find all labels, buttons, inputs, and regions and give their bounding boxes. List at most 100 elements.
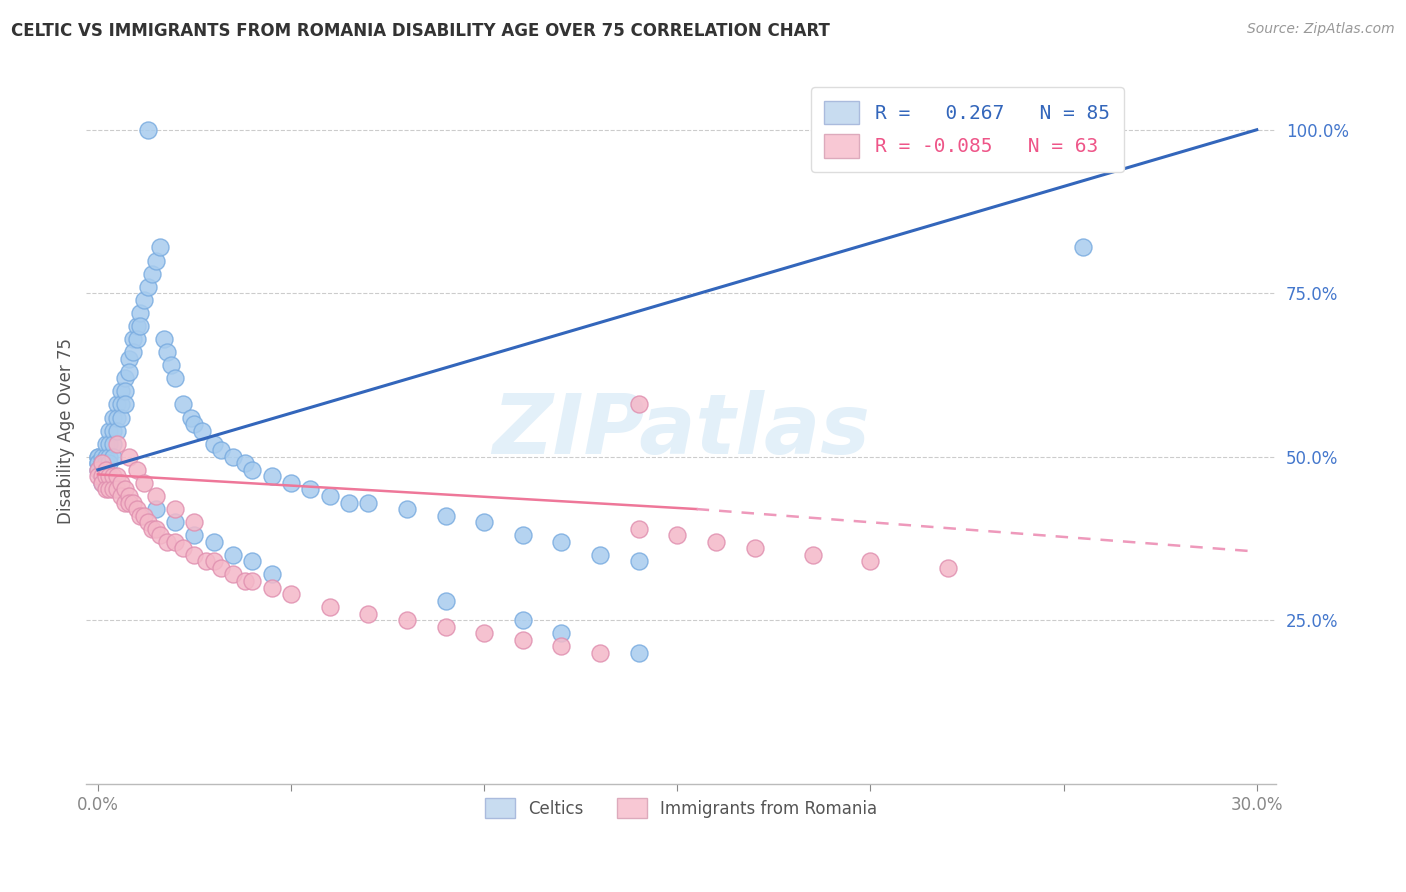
Point [87, 450, 110, 464]
Point [666, 528, 689, 542]
Point [90, 475, 112, 490]
Point [105, 397, 128, 411]
Point [94, 463, 117, 477]
Point [87, 450, 110, 464]
Point [242, 554, 264, 568]
Point [202, 436, 225, 450]
Point [183, 548, 205, 562]
Point [90, 469, 112, 483]
Point [87, 456, 110, 470]
Point [136, 279, 159, 293]
Point [105, 469, 128, 483]
Point [936, 561, 959, 575]
Point [627, 397, 650, 411]
Point [242, 574, 264, 588]
Point [744, 541, 766, 556]
Point [395, 502, 418, 516]
Point [156, 345, 179, 359]
Point [211, 561, 233, 575]
Point [134, 508, 156, 523]
Point [118, 450, 141, 464]
Point [114, 483, 136, 497]
Point [90, 469, 112, 483]
Point [165, 371, 187, 385]
Point [165, 534, 187, 549]
Point [103, 424, 125, 438]
Point [859, 554, 882, 568]
Point [125, 502, 148, 516]
Point [627, 646, 650, 660]
Point [110, 384, 132, 399]
Point [125, 332, 148, 346]
Point [472, 626, 495, 640]
Point [318, 600, 340, 615]
Point [357, 495, 380, 509]
Point [134, 293, 156, 307]
Point [103, 436, 125, 450]
Point [94, 436, 117, 450]
Point [121, 345, 143, 359]
Point [550, 640, 572, 654]
Point [105, 424, 128, 438]
Point [121, 495, 143, 509]
Text: CELTIC VS IMMIGRANTS FROM ROMANIA DISABILITY AGE OVER 75 CORRELATION CHART: CELTIC VS IMMIGRANTS FROM ROMANIA DISABI… [11, 22, 830, 40]
Point [105, 436, 128, 450]
Point [512, 528, 534, 542]
Point [114, 384, 136, 399]
Point [242, 463, 264, 477]
Point [202, 534, 225, 549]
Point [627, 554, 650, 568]
Point [110, 489, 132, 503]
Point [103, 483, 125, 497]
Point [434, 593, 457, 607]
Point [156, 534, 179, 549]
Point [94, 456, 117, 470]
Point [195, 554, 218, 568]
Point [134, 475, 156, 490]
Point [114, 495, 136, 509]
Point [90, 456, 112, 470]
Point [90, 463, 112, 477]
Point [222, 548, 245, 562]
Point [110, 397, 132, 411]
Point [589, 548, 612, 562]
Point [160, 358, 183, 372]
Point [87, 463, 110, 477]
Point [118, 489, 141, 503]
Point [222, 450, 245, 464]
Point [98, 456, 121, 470]
Point [149, 240, 172, 254]
Point [87, 463, 110, 477]
Point [145, 253, 167, 268]
Point [165, 515, 187, 529]
Point [98, 450, 121, 464]
Point [180, 410, 202, 425]
Point [94, 469, 117, 483]
Point [801, 548, 824, 562]
Point [110, 475, 132, 490]
Point [90, 450, 112, 464]
Point [125, 318, 148, 333]
Point [149, 528, 172, 542]
Point [1071, 240, 1094, 254]
Point [136, 122, 159, 136]
Point [260, 567, 283, 582]
Point [103, 450, 125, 464]
Point [105, 410, 128, 425]
Point [222, 567, 245, 582]
Point [118, 365, 141, 379]
Point [627, 522, 650, 536]
Point [98, 436, 121, 450]
Point [172, 397, 194, 411]
Point [395, 613, 418, 627]
Point [105, 483, 128, 497]
Point [152, 332, 174, 346]
Point [121, 332, 143, 346]
Point [141, 522, 163, 536]
Y-axis label: Disability Age Over 75: Disability Age Over 75 [58, 337, 75, 524]
Point [260, 581, 283, 595]
Point [145, 502, 167, 516]
Text: Source: ZipAtlas.com: Source: ZipAtlas.com [1247, 22, 1395, 37]
Point [110, 410, 132, 425]
Point [94, 469, 117, 483]
